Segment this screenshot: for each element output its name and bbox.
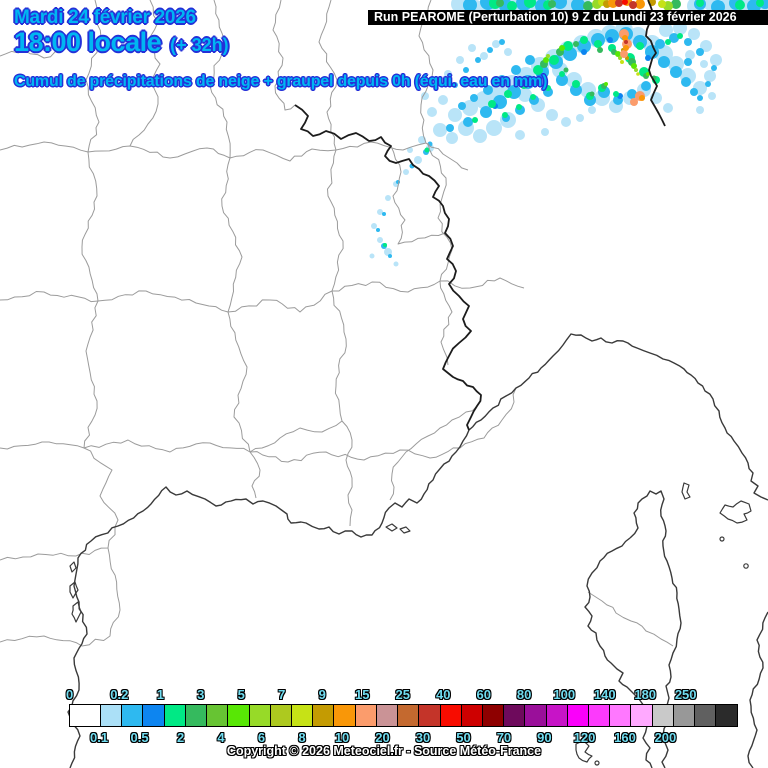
legend-box [69, 704, 101, 727]
legend-box [503, 704, 526, 727]
forecast-time-label: 18:00 locale (+ 32h) [14, 27, 229, 58]
copyright-label: Copyright © 2026 Meteociel.fr - Source M… [226, 744, 542, 758]
legend-box [460, 704, 483, 727]
legend-color-strip [69, 704, 738, 727]
legend-tick: 180 [634, 687, 657, 702]
legend-box [269, 704, 292, 727]
legend-box [715, 704, 738, 727]
legend-box [100, 704, 123, 727]
legend-box [142, 704, 165, 727]
legend-box [481, 704, 505, 727]
coastline-layer [67, 333, 768, 768]
legend-tick: 3 [197, 687, 205, 702]
model-run-banner: Run PEAROME (Perturbation 10) 9 Z du Lun… [368, 10, 768, 25]
model-run-label: Run PEAROME (Perturbation 10) 9 Z du Lun… [374, 10, 737, 24]
precipitation-layer [369, 0, 768, 267]
legend-box [248, 704, 271, 727]
legend-tick: 70 [496, 730, 512, 745]
legend-tick: 5 [237, 687, 245, 702]
country-border-layer [294, 0, 666, 431]
legend-box [227, 704, 250, 727]
legend-tick: 200 [654, 730, 677, 745]
legend-tick: 0.5 [130, 730, 149, 745]
legend-box [672, 704, 696, 727]
legend-box [694, 704, 717, 727]
legend-box [375, 704, 399, 727]
legend-tick: 0.2 [110, 687, 129, 702]
legend-box [397, 704, 420, 727]
legend-tick: 100 [553, 687, 576, 702]
legend-box [566, 704, 590, 727]
legend-tick: 10 [334, 730, 350, 745]
legend-tick: 4 [217, 730, 225, 745]
legend-tick: 140 [593, 687, 616, 702]
legend-tick: 120 [573, 730, 596, 745]
legend-box [206, 704, 229, 727]
legend-box [184, 704, 208, 727]
forecast-offset-label: (+ 32h) [170, 35, 229, 55]
legend-box [333, 704, 356, 727]
legend-tick: 15 [355, 687, 370, 702]
legend-tick: 80 [516, 687, 532, 702]
legend-box [439, 704, 462, 727]
legend-tick: 7 [278, 687, 286, 702]
legend-tick: 50 [456, 730, 471, 745]
legend-tick: 20 [375, 730, 390, 745]
forecast-time-value: 18:00 locale [14, 27, 162, 57]
legend-tick: 25 [395, 687, 410, 702]
legend-tick: 0 [66, 687, 74, 702]
legend-box [121, 704, 144, 727]
legend-tick: 40 [435, 687, 451, 702]
legend-box [545, 704, 568, 727]
legend-box [163, 704, 186, 727]
precipitation-legend: 0 0.1 0.2 0.5 1 2 3 4 5 6 7 8 9 10 15 20 25 30 40 50 60 70 80 9… [66, 687, 738, 745]
legend-box [290, 704, 314, 727]
legend-tick: 0.1 [90, 730, 109, 745]
legend-tick: 9 [318, 687, 326, 702]
legend-tick: 8 [298, 730, 306, 745]
legend-box [630, 704, 653, 727]
legend-box [651, 704, 674, 727]
forecast-date-label: Mardi 24 février 2026 [14, 7, 196, 28]
legend-tick: 60 [476, 687, 491, 702]
department-borders-layer [0, 0, 674, 647]
legend-box [312, 704, 335, 727]
legend-box [609, 704, 632, 727]
legend-tick: 1 [156, 687, 164, 702]
legend-tick: 2 [176, 730, 185, 745]
legend-tick: 250 [674, 687, 697, 702]
legend-tick: 6 [257, 730, 266, 745]
legend-box [354, 704, 377, 727]
legend-tick: 30 [415, 730, 431, 745]
legend-tick: 90 [537, 730, 552, 745]
map-parameter-subtitle: Cumul de précipitations de neige + graup… [14, 73, 548, 90]
legend-box [588, 704, 611, 727]
legend-box [418, 704, 441, 727]
legend-tick: 160 [614, 730, 636, 745]
legend-box [524, 704, 547, 727]
